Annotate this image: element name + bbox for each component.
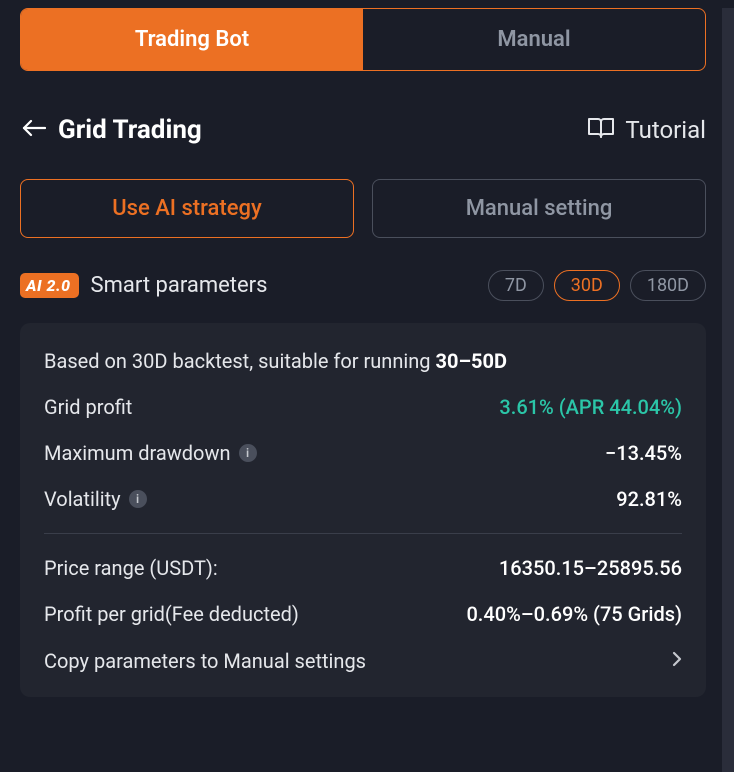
max-drawdown-label-text: Maximum drawdown: [44, 441, 231, 465]
page-header: Grid Trading Tutorial: [0, 71, 734, 145]
smart-params-row: AI 2.0 Smart parameters 7D 30D 180D: [0, 238, 734, 301]
grid-profit-row: Grid profit 3.61% (APR 44.04%): [44, 395, 682, 419]
backtest-summary: Based on 30D backtest, suitable for runn…: [44, 349, 682, 373]
tab-manual[interactable]: Manual: [363, 9, 705, 70]
mode-tabs: Trading Bot Manual: [20, 8, 706, 71]
book-icon: [587, 116, 615, 144]
price-range-label: Price range (USDT):: [44, 556, 218, 580]
divider: [44, 533, 682, 534]
tab-trading-bot[interactable]: Trading Bot: [21, 9, 363, 70]
arrow-left-icon: [22, 118, 46, 142]
max-drawdown-label: Maximum drawdown i: [44, 441, 257, 465]
info-icon[interactable]: i: [129, 490, 147, 508]
info-icon[interactable]: i: [239, 444, 257, 462]
smart-parameters-label: Smart parameters: [91, 273, 268, 298]
grid-profit-value: 3.61% (APR 44.04%): [499, 395, 682, 419]
right-edge-strip: [722, 8, 734, 772]
strategy-toggle: Use AI strategy Manual setting: [0, 145, 734, 238]
volatility-label: Volatility i: [44, 487, 147, 511]
ai-badge: AI 2.0: [20, 273, 79, 298]
backtest-range: 30–50D: [436, 349, 508, 373]
backtest-card: Based on 30D backtest, suitable for runn…: [20, 323, 706, 697]
period-30d[interactable]: 30D: [554, 270, 620, 301]
tutorial-label: Tutorial: [625, 116, 706, 144]
copy-to-manual-label: Copy parameters to Manual settings: [44, 649, 366, 673]
period-selector: 7D 30D 180D: [488, 270, 706, 301]
manual-setting-button[interactable]: Manual setting: [372, 179, 706, 238]
profit-per-grid-row: Profit per grid(Fee deducted) 0.40%–0.69…: [44, 602, 682, 626]
chevron-right-icon: [672, 648, 682, 673]
period-7d[interactable]: 7D: [488, 270, 544, 301]
period-180d[interactable]: 180D: [630, 270, 706, 301]
max-drawdown-row: Maximum drawdown i −13.45%: [44, 441, 682, 465]
copy-to-manual-button[interactable]: Copy parameters to Manual settings: [44, 648, 682, 673]
use-ai-strategy-button[interactable]: Use AI strategy: [20, 179, 354, 238]
volatility-label-text: Volatility: [44, 487, 121, 511]
profit-per-grid-value: 0.40%–0.69% (75 Grids): [466, 602, 682, 626]
page-title: Grid Trading: [58, 115, 202, 145]
price-range-row: Price range (USDT): 16350.15–25895.56: [44, 556, 682, 580]
tutorial-link[interactable]: Tutorial: [587, 116, 706, 144]
back-button[interactable]: Grid Trading: [22, 115, 202, 145]
max-drawdown-value: −13.45%: [605, 441, 682, 465]
price-range-value: 16350.15–25895.56: [499, 556, 682, 580]
backtest-prefix: Based on 30D backtest, suitable for runn…: [44, 349, 436, 373]
profit-per-grid-label: Profit per grid(Fee deducted): [44, 602, 299, 626]
volatility-value: 92.81%: [616, 487, 682, 511]
grid-profit-label: Grid profit: [44, 395, 132, 419]
volatility-row: Volatility i 92.81%: [44, 487, 682, 511]
